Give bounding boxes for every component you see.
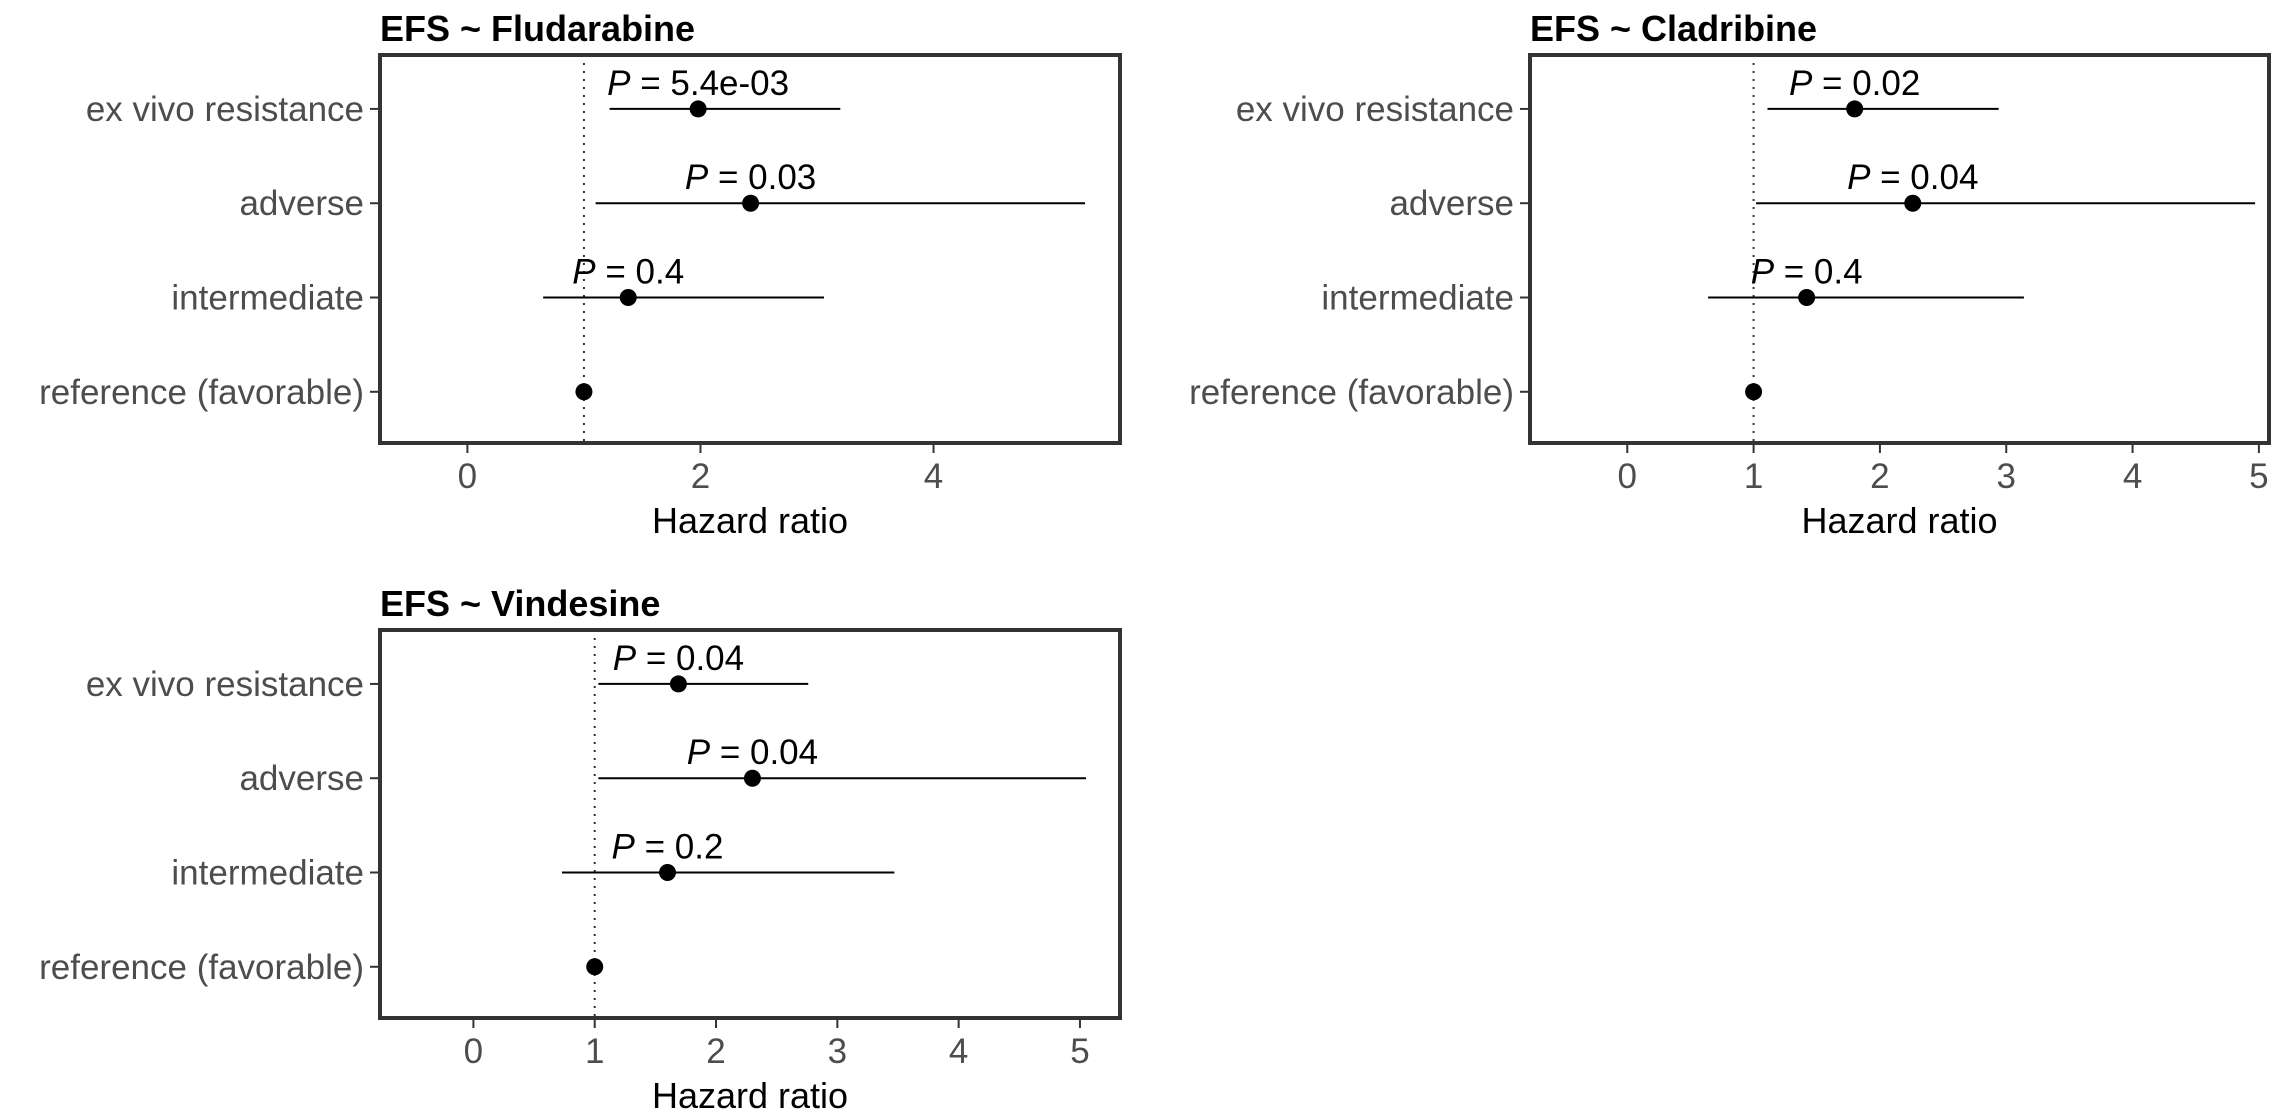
x-tick-label: 4 [924, 457, 943, 496]
p-value-label: P = 0.04 [1847, 158, 1978, 197]
category-label: intermediate [171, 854, 364, 893]
x-tick-label: 0 [458, 457, 477, 496]
x-tick-label: 3 [1997, 457, 2016, 496]
p-value-label: P = 0.2 [612, 828, 724, 867]
hazard-ratio-point [1846, 100, 1864, 118]
category-label: reference (favorable) [39, 948, 364, 987]
hazard-ratio-point [659, 864, 677, 881]
plot-frame [378, 628, 1122, 1020]
x-tick-label: 0 [1618, 457, 1637, 496]
hazard-ratio-point [575, 383, 593, 401]
x-tick-label: 5 [1070, 1032, 1089, 1071]
hazard-ratio-point [742, 194, 760, 212]
p-value: = 0.4 [1774, 253, 1863, 292]
category-label: ex vivo resistance [1236, 90, 1514, 129]
hazard-ratio-point [586, 958, 604, 976]
p-value: = 0.04 [1870, 158, 1978, 197]
category-label: ex vivo resistance [86, 665, 364, 704]
p-value-label: P = 0.03 [685, 158, 816, 197]
p-value: = 5.4e-03 [631, 64, 790, 103]
category-label: reference (favorable) [39, 373, 364, 412]
p-value: = 0.04 [636, 639, 744, 678]
hazard-ratio-point [1798, 289, 1816, 306]
x-tick-label: 4 [949, 1032, 968, 1071]
hazard-ratio-point [689, 100, 707, 118]
panel-title: EFS ~ Vindesine [380, 583, 660, 624]
x-tick-label: 5 [2249, 457, 2268, 496]
hazard-ratio-point [1904, 194, 1922, 212]
x-tick-label: 3 [828, 1032, 847, 1071]
x-tick-label: 1 [1744, 457, 1763, 496]
forest-panel-3: EFS ~ Vindesine ex vivo resistance P = 0.0… [39, 583, 1122, 1113]
x-tick-label: 2 [706, 1032, 725, 1071]
p-value: = 0.4 [596, 253, 685, 292]
hazard-ratio-point [619, 289, 637, 306]
p-value-label: P = 0.4 [572, 253, 684, 292]
x-axis-title: Hazard ratio [652, 500, 848, 541]
category-label: adverse [1389, 184, 1514, 223]
hazard-ratio-point [1745, 383, 1763, 401]
p-value-label: P = 0.4 [1751, 253, 1863, 292]
category-label: reference (favorable) [1189, 373, 1514, 412]
hazard-ratio-point [669, 675, 687, 693]
p-value-label: P = 0.04 [613, 639, 744, 678]
x-axis-title: Hazard ratio [652, 1075, 848, 1113]
panel-title: EFS ~ Fludarabine [380, 8, 695, 49]
p-value-label: P = 0.02 [1789, 64, 1920, 103]
p-value: = 0.2 [635, 828, 724, 867]
p-value: = 0.04 [710, 733, 818, 772]
hazard-ratio-point [743, 769, 761, 787]
p-value-label: P = 0.04 [687, 733, 818, 772]
p-value: = 0.03 [708, 158, 816, 197]
panel-title: EFS ~ Cladribine [1530, 8, 1817, 49]
category-label: ex vivo resistance [86, 90, 364, 129]
category-label: adverse [239, 759, 364, 798]
x-tick-label: 4 [2123, 457, 2142, 496]
category-label: adverse [239, 184, 364, 223]
category-label: intermediate [171, 279, 364, 318]
x-axis-title: Hazard ratio [1801, 500, 1997, 541]
x-tick-label: 2 [1870, 457, 1889, 496]
forest-panel-2: EFS ~ Cladribine ex vivo resistance P = 0.… [1189, 8, 2271, 541]
forest-panel-1: EFS ~ Fludarabine ex vivo resistance P = 5… [39, 8, 1122, 541]
plot-frame [378, 53, 1122, 445]
x-tick-label: 2 [691, 457, 710, 496]
x-tick-label: 1 [585, 1032, 604, 1071]
x-tick-label: 0 [464, 1032, 483, 1071]
p-value-label: P = 5.4e-03 [607, 64, 789, 103]
category-label: intermediate [1321, 279, 1514, 318]
plot-frame [1528, 53, 2271, 445]
p-value: = 0.02 [1812, 64, 1920, 103]
